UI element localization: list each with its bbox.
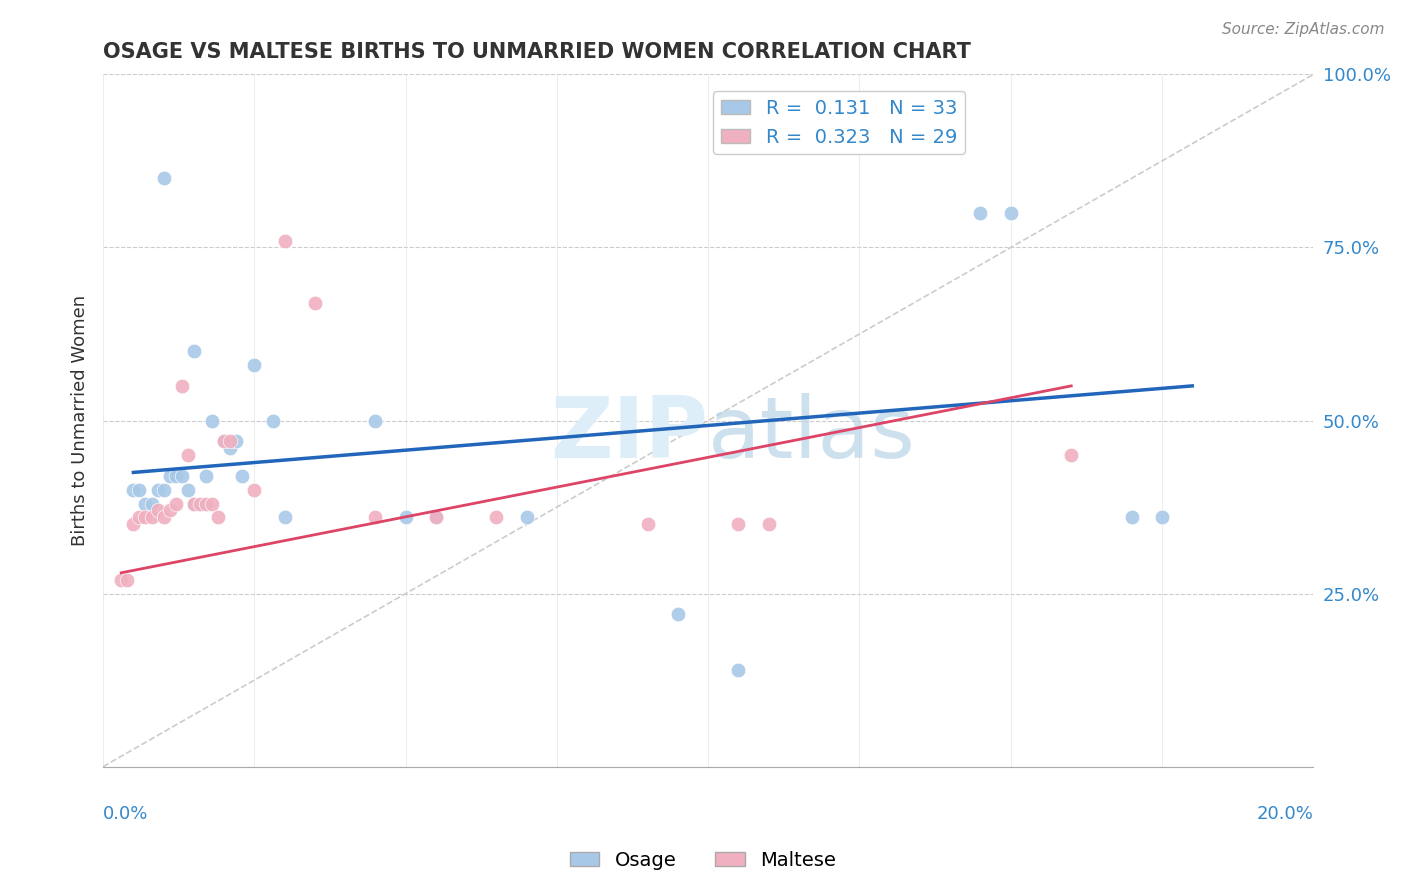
Point: [146, 503, 169, 517]
Point: [219, 434, 242, 449]
Point: [243, 483, 266, 497]
Point: [758, 517, 780, 532]
Point: [212, 434, 235, 449]
Text: ZIP: ZIP: [551, 392, 709, 475]
Point: [141, 497, 163, 511]
Point: [1060, 448, 1083, 462]
Point: [364, 413, 387, 427]
Point: [188, 497, 211, 511]
Point: [1150, 510, 1173, 524]
Point: [122, 517, 145, 532]
Point: [727, 517, 749, 532]
Point: [666, 607, 689, 622]
Point: [195, 469, 218, 483]
Point: [170, 469, 193, 483]
Point: [425, 510, 447, 524]
Point: [395, 510, 418, 524]
Point: [1000, 206, 1022, 220]
Point: [243, 358, 266, 372]
Point: [183, 344, 205, 359]
Point: [177, 483, 200, 497]
Y-axis label: Births to Unmarried Women: Births to Unmarried Women: [72, 295, 89, 546]
Point: [165, 497, 187, 511]
Point: [188, 497, 211, 511]
Point: [201, 497, 224, 511]
Point: [485, 510, 508, 524]
Point: [134, 510, 156, 524]
Text: 0.0%: 0.0%: [103, 805, 149, 823]
Point: [304, 296, 326, 310]
Point: [262, 413, 284, 427]
Point: [152, 483, 174, 497]
Point: [425, 510, 447, 524]
Point: [225, 434, 247, 449]
Legend: R =  0.131   N = 33, R =  0.323   N = 29: R = 0.131 N = 33, R = 0.323 N = 29: [713, 91, 965, 154]
Point: [159, 503, 181, 517]
Point: [152, 510, 174, 524]
Text: OSAGE VS MALTESE BIRTHS TO UNMARRIED WOMEN CORRELATION CHART: OSAGE VS MALTESE BIRTHS TO UNMARRIED WOM…: [103, 42, 972, 62]
Point: [177, 448, 200, 462]
Point: [273, 510, 295, 524]
Point: [122, 483, 145, 497]
Point: [146, 483, 169, 497]
Point: [183, 497, 205, 511]
Point: [273, 234, 295, 248]
Point: [128, 483, 150, 497]
Point: [212, 434, 235, 449]
Text: 20.0%: 20.0%: [1257, 805, 1313, 823]
Point: [1121, 510, 1143, 524]
Text: Source: ZipAtlas.com: Source: ZipAtlas.com: [1222, 22, 1385, 37]
Point: [165, 469, 187, 483]
Point: [637, 517, 659, 532]
Point: [110, 573, 132, 587]
Point: [207, 510, 229, 524]
Text: atlas: atlas: [709, 392, 917, 475]
Point: [364, 510, 387, 524]
Point: [969, 206, 991, 220]
Point: [134, 497, 156, 511]
Point: [170, 379, 193, 393]
Point: [152, 171, 174, 186]
Point: [117, 573, 139, 587]
Point: [183, 497, 205, 511]
Point: [219, 441, 242, 455]
Point: [201, 413, 224, 427]
Point: [231, 469, 253, 483]
Point: [727, 663, 749, 677]
Point: [128, 510, 150, 524]
Point: [159, 469, 181, 483]
Point: [195, 497, 218, 511]
Legend: Osage, Maltese: Osage, Maltese: [562, 843, 844, 878]
Point: [141, 510, 163, 524]
Point: [516, 510, 538, 524]
